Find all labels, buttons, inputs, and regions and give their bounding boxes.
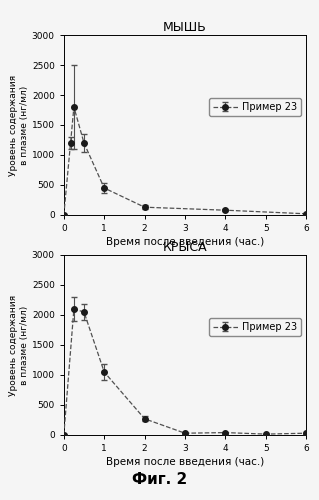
Y-axis label: Уровень содержания
в плазме (нг/мл): Уровень содержания в плазме (нг/мл) [9, 294, 29, 396]
Legend: Пример 23: Пример 23 [209, 318, 301, 336]
Text: Фиг. 2: Фиг. 2 [132, 472, 187, 488]
X-axis label: Время после введения (час.): Время после введения (час.) [106, 457, 264, 467]
Y-axis label: Уровень содержания
в плазме (нг/мл): Уровень содержания в плазме (нг/мл) [9, 74, 29, 176]
Title: МЫШЬ: МЫШЬ [163, 21, 207, 34]
Legend: Пример 23: Пример 23 [209, 98, 301, 116]
X-axis label: Время после введения (час.): Время после введения (час.) [106, 237, 264, 247]
Title: КРЫСА: КРЫСА [163, 241, 207, 254]
